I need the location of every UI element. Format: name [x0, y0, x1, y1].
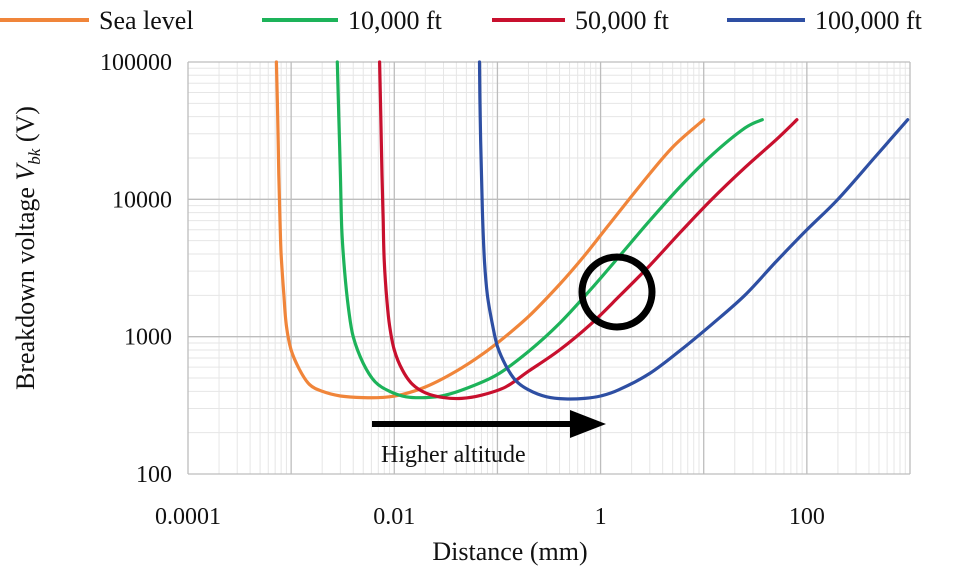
y-tick-label: 10000 — [112, 187, 172, 213]
y-axis-title-main: Breakdown voltage — [11, 181, 40, 390]
highlight-circle — [578, 253, 656, 331]
legend-label-10-000-ft: 10,000 ft — [348, 6, 443, 35]
legend-label-sea-level: Sea level — [99, 6, 194, 35]
minor-grid — [188, 62, 910, 474]
series-lines — [274, 60, 910, 401]
y-axis-title-symbol: V — [11, 162, 40, 181]
y-tick-label: 1000 — [124, 325, 172, 351]
y-tick-label: 100 — [136, 462, 172, 488]
series-line-100-000-ft — [477, 60, 910, 401]
x-axis-title: Distance (mm) — [432, 537, 587, 566]
x-axis-ticks: 0.0001 0.01 1 100 — [155, 504, 825, 530]
x-tick-label: 0.01 — [373, 504, 415, 530]
y-axis-ticks: 100 1000 10000 100000 — [100, 50, 172, 488]
x-tick-label: 1 — [595, 504, 607, 530]
arrow-label: Higher altitude — [381, 442, 526, 468]
legend-label-50-000-ft: 50,000 ft — [575, 6, 670, 35]
major-grid — [187, 61, 911, 475]
y-tick-label: 100000 — [100, 50, 172, 76]
y-axis-title-subscript: bk — [25, 148, 44, 165]
arrow-head-icon — [570, 410, 606, 438]
x-tick-label: 100 — [789, 504, 825, 530]
series-line-50-000-ft — [378, 60, 799, 401]
y-axis-title: Breakdown voltage Vbk (V) — [11, 106, 44, 390]
higher-altitude-annotation: Higher altitude — [372, 410, 606, 468]
x-tick-label: 0.0001 — [155, 504, 221, 530]
y-axis-title-unit: (V) — [11, 106, 40, 149]
legend-label-100-000-ft: 100,000 ft — [815, 6, 923, 35]
legend: Sea level 10,000 ft 50,000 ft 100,000 ft — [0, 6, 923, 35]
series-line-sea-level — [274, 60, 706, 400]
